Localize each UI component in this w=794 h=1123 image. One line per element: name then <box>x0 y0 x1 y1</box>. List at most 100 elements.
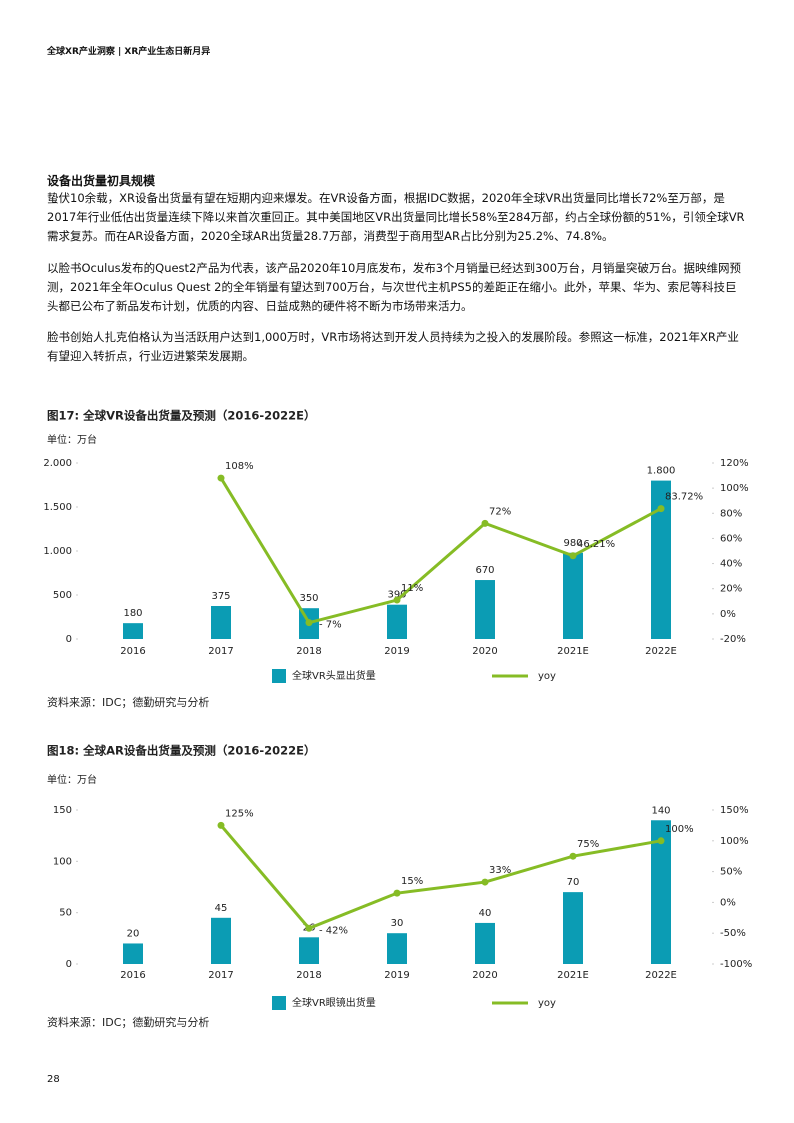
x-tick-label: 2022E <box>645 970 677 981</box>
bar <box>211 917 231 964</box>
bar-value-label: 980 <box>563 538 582 549</box>
line-value-label: 100% <box>665 824 694 835</box>
y2-tick-label: 40% <box>720 559 742 570</box>
bar <box>387 933 407 964</box>
bar <box>299 937 319 964</box>
line-value-label: 33% <box>489 865 511 876</box>
line-point <box>393 889 401 897</box>
bar-value-label: 40 <box>479 908 492 919</box>
line <box>219 824 662 931</box>
line-point <box>481 519 489 527</box>
line-value-label: 108% <box>225 461 254 472</box>
line-value-label: - 42% <box>319 925 348 936</box>
bar <box>387 604 407 639</box>
bar-value-label: 20 <box>127 928 140 939</box>
y2-tick-label: 0% <box>720 609 736 620</box>
y-tick-label: 500 <box>53 590 72 601</box>
y-tick-label: 0 <box>66 634 72 645</box>
x-tick-label: 2022E <box>645 646 677 657</box>
x-tick-label: 2017 <box>208 646 233 657</box>
chart: 图17: 全球VR设备出货量及预测（2016-2022E） 单位：万台资料来源：I… <box>43 409 749 710</box>
unit-label: 单位：万台 <box>47 773 97 786</box>
source: 资料来源：IDC；德勤研究与分析 <box>47 695 209 709</box>
bar <box>651 820 671 964</box>
header: 全球XR产业洞察 | XR产业生态日新月异 <box>47 47 211 57</box>
legend-swatch <box>272 996 286 1010</box>
bar-value-label: 140 <box>651 805 670 816</box>
x-tick-label: 2017 <box>208 970 233 981</box>
x-tick-label: 2016 <box>120 970 145 981</box>
bar-value-label: 30 <box>391 918 404 929</box>
y2-tick-label: 60% <box>720 533 742 544</box>
legend-label: 全球VR眼镜出货量 <box>292 996 376 1009</box>
figure-title: 图18: 全球AR设备出货量及预测（2016-2022E） <box>47 744 316 758</box>
x-tick-label: 2018 <box>296 970 321 981</box>
legend-label: yoy <box>538 671 556 682</box>
x-tick-label: 2021E <box>557 970 589 981</box>
y2-tick-label: 100% <box>720 483 749 494</box>
bar <box>475 580 495 639</box>
paragraph: 以脸书Oculus发布的Quest2产品为代表，该产品2020年10月底发布，发… <box>47 261 742 313</box>
x-tick-label: 2019 <box>384 970 409 981</box>
y2-tick-label: 120% <box>720 458 749 469</box>
line-value-label: 125% <box>225 808 254 819</box>
line-point <box>569 552 577 560</box>
y-tick-label: 1.500 <box>43 502 72 513</box>
bar <box>563 892 583 964</box>
x-tick-label: 2016 <box>120 646 145 657</box>
legend-label: 全球VR头显出货量 <box>292 669 376 682</box>
bar-value-label: 390 <box>387 590 406 601</box>
y2-tick-label: 50% <box>720 867 742 878</box>
bar-value-label: 350 <box>299 593 318 604</box>
line-value-label: 11% <box>401 583 423 594</box>
line-value-label: - 7% <box>319 620 342 631</box>
y-tick-label: 1.000 <box>43 546 72 557</box>
line-value-label: 46.21% <box>577 539 615 550</box>
line-point <box>217 474 225 482</box>
line-value-label: 83.72% <box>665 492 703 503</box>
y-tick-label: 50 <box>59 908 72 919</box>
y2-tick-label: -20% <box>720 634 746 645</box>
chart: 图18: 全球AR设备出货量及预测（2016-2022E） 单位：万台资料来源：I… <box>47 744 752 1030</box>
page-number: 28 <box>47 1074 60 1085</box>
y2-tick-label: 100% <box>720 836 749 847</box>
bar-value-label: 375 <box>211 591 230 602</box>
legend-swatch <box>272 669 286 683</box>
section-title: 设备出货量初具规模 <box>47 174 156 188</box>
bar <box>563 552 583 639</box>
bar-value-label: 180 <box>123 608 142 619</box>
x-tick-label: 2018 <box>296 646 321 657</box>
line-point <box>657 505 665 513</box>
bar <box>123 943 143 964</box>
bar <box>475 922 495 964</box>
line-value-label: 75% <box>577 839 599 850</box>
line-point <box>393 596 401 604</box>
y2-tick-label: 0% <box>720 897 736 908</box>
line-value-label: 15% <box>401 876 423 887</box>
line-point <box>217 821 225 829</box>
figure-title: 图17: 全球VR设备出货量及预测（2016-2022E） <box>47 409 316 423</box>
x-tick-label: 2020 <box>472 646 497 657</box>
bar <box>651 480 671 639</box>
x-tick-label: 2021E <box>557 646 589 657</box>
bar-value-label: 1.800 <box>647 466 676 477</box>
line-point <box>305 924 313 932</box>
y2-tick-label: 80% <box>720 508 742 519</box>
legend-label: yoy <box>538 998 556 1009</box>
y2-tick-label: 20% <box>720 584 742 595</box>
y-tick-label: 150 <box>53 805 72 816</box>
paragraph: 脸书创始人扎克伯格认为当活跃用户达到1,000万时，VR市场将达到开发人员持续为… <box>47 330 739 363</box>
line-point <box>305 619 313 627</box>
source: 资料来源：IDC；德勤研究与分析 <box>47 1015 209 1029</box>
line <box>219 477 662 625</box>
y2-tick-label: -100% <box>720 959 752 970</box>
paragraph: 蛰伏10余载，XR设备出货量有望在短期内迎来爆发。在VR设备方面，根据IDC数据… <box>47 191 745 243</box>
x-tick-label: 2019 <box>384 646 409 657</box>
bar <box>123 623 143 639</box>
bar-value-label: 70 <box>567 877 580 888</box>
unit-label: 单位：万台 <box>47 433 97 446</box>
y-tick-label: 100 <box>53 856 72 867</box>
y2-tick-label: 150% <box>720 805 749 816</box>
x-tick-label: 2020 <box>472 970 497 981</box>
